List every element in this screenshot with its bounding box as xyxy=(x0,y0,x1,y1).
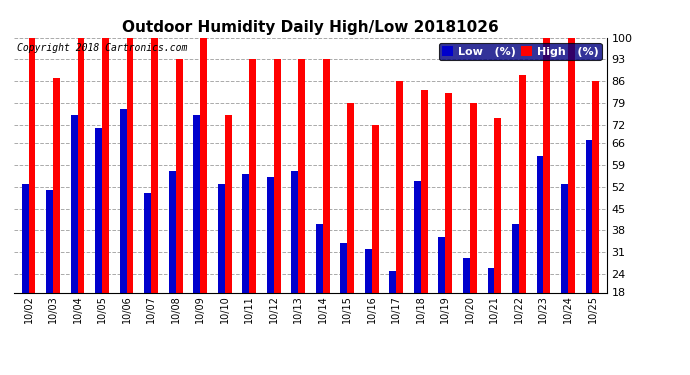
Bar xyxy=(21,184,28,348)
Bar xyxy=(225,115,232,348)
Bar xyxy=(512,224,519,348)
Bar xyxy=(169,171,176,348)
Bar xyxy=(340,243,347,348)
Bar xyxy=(488,268,495,348)
Bar xyxy=(274,59,281,348)
Bar xyxy=(77,38,84,348)
Bar xyxy=(46,190,53,348)
Bar xyxy=(53,78,60,348)
Bar xyxy=(568,38,575,348)
Bar xyxy=(537,156,544,348)
Title: Outdoor Humidity Daily High/Low 20181026: Outdoor Humidity Daily High/Low 20181026 xyxy=(122,20,499,35)
Bar xyxy=(218,184,225,348)
Bar xyxy=(95,128,102,348)
Bar xyxy=(470,103,477,348)
Bar xyxy=(593,81,600,348)
Bar xyxy=(347,103,354,348)
Bar xyxy=(126,38,133,348)
Bar xyxy=(495,118,501,348)
Text: Copyright 2018 Cartronics.com: Copyright 2018 Cartronics.com xyxy=(17,43,187,52)
Bar xyxy=(144,193,151,348)
Bar xyxy=(200,38,207,348)
Bar xyxy=(28,38,35,348)
Bar xyxy=(120,109,126,348)
Bar xyxy=(421,90,428,348)
Bar xyxy=(396,81,403,348)
Bar xyxy=(439,237,445,348)
Bar xyxy=(365,249,372,348)
Bar xyxy=(372,124,379,348)
Bar xyxy=(242,174,249,348)
Bar xyxy=(544,38,551,348)
Bar xyxy=(70,115,77,348)
Bar xyxy=(267,177,274,348)
Bar xyxy=(389,271,396,348)
Bar xyxy=(586,140,593,348)
Bar xyxy=(249,59,256,348)
Bar xyxy=(102,38,109,348)
Bar xyxy=(316,224,323,348)
Bar xyxy=(561,184,568,348)
Bar xyxy=(176,59,182,348)
Bar xyxy=(414,180,421,348)
Bar xyxy=(323,59,330,348)
Bar xyxy=(519,75,526,348)
Bar xyxy=(151,38,158,348)
Bar xyxy=(445,93,452,348)
Bar xyxy=(193,115,200,348)
Bar xyxy=(463,258,470,348)
Bar xyxy=(291,171,298,348)
Bar xyxy=(298,59,305,348)
Legend: Low   (%), High   (%): Low (%), High (%) xyxy=(439,43,602,60)
